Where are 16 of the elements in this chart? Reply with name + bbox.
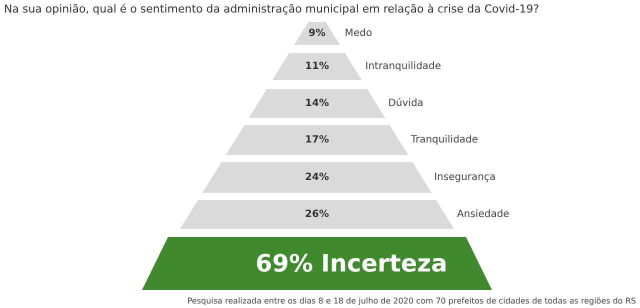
category-label: Medo	[344, 28, 372, 39]
data-label: 26%	[305, 209, 329, 220]
data-label: 9%	[308, 28, 326, 39]
text: Pesquisa realizada entre os dias 8 e 18 de julho de 2020 com 70 prefeitos de cidades de todas as regiões do RS	[187, 296, 636, 306]
text: Na sua opinião, qual é o sentimento da administração municipal em relação à crise da Covid-19?	[4, 2, 540, 16]
category-label: Intranquilidade	[365, 61, 442, 72]
data-label: 17%	[305, 134, 329, 146]
category-label: Ansiedade	[457, 209, 510, 220]
category-label: Dúvida	[388, 98, 424, 109]
data-label: 24%	[305, 172, 329, 183]
data-label: 11%	[305, 61, 329, 72]
category-label: Incerteza	[321, 250, 448, 278]
category-label: Insegurança	[434, 172, 496, 183]
data-label: 69%	[256, 250, 313, 278]
category-label: Tranquilidade	[410, 134, 478, 146]
data-label: 14%	[305, 98, 329, 109]
